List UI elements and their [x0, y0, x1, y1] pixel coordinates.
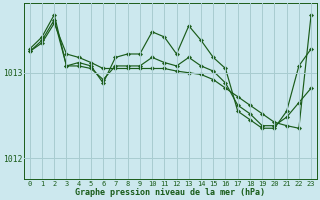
X-axis label: Graphe pression niveau de la mer (hPa): Graphe pression niveau de la mer (hPa) [76, 188, 266, 197]
